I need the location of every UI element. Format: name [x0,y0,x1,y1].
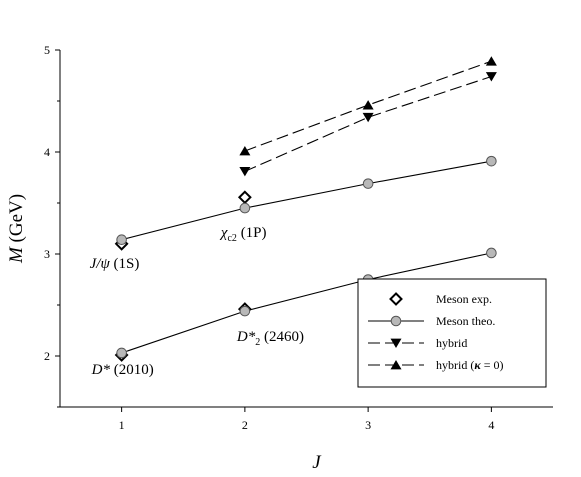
x-axis-title: J [312,452,322,473]
series-line-1-0 [121,252,492,354]
annotation-dstar2460: D*2 (2460) [236,329,304,348]
legend-marker [389,292,403,306]
data-point [116,234,127,246]
x-tick-label: 1 [119,418,125,432]
series-line-2-0 [244,75,492,172]
data-point [486,155,497,167]
legend-marker [390,360,402,370]
y-tick-label: 2 [44,349,50,363]
data-point [362,178,374,189]
axes: J M (GeV) [6,50,553,473]
data-point [362,100,374,110]
y-tick-label: 3 [44,247,50,261]
x-tick-label: 4 [488,418,494,432]
legend-label: Meson exp. [436,292,492,306]
series-line-3-0 [244,60,492,152]
annotation-dstar2010: D* (2010) [91,362,154,378]
annotation-chic2: χc2 (1P) [219,225,267,244]
legend-label: Meson theo. [436,314,495,328]
y-tick-label: 4 [44,145,50,159]
legend-box [357,278,547,388]
y-tick-label: 5 [44,43,50,57]
data-point [486,247,497,259]
data-point [485,56,497,66]
data-point [485,72,497,82]
annotations: D* (2010) D*2 (2460) J/ψ (1S) χc2 (1P) [90,225,304,378]
data-point [239,146,251,156]
data-point [239,202,251,214]
annotation-jpsi: J/ψ (1S) [90,256,140,272]
legend-label: hybrid (κ = 0) [436,358,503,372]
y-axis-title: M (GeV) [6,194,27,264]
legend-marker [390,315,402,327]
x-tick-label: 2 [242,418,248,432]
legend-label: hybrid [436,336,467,350]
axis-ticks: 1 2 3 4 2 3 4 5 [44,43,494,432]
legend: Meson exp. Meson theo. hybrid hybrid (κ = 0… [357,278,547,388]
series-lines [121,60,492,354]
data-point [362,112,374,123]
series-line-1-1 [121,160,492,241]
legend-marker [390,338,402,348]
data-point [239,166,251,177]
data-point [237,190,252,205]
data-point [239,305,251,317]
x-tick-label: 3 [365,418,371,432]
data-point [116,347,127,359]
